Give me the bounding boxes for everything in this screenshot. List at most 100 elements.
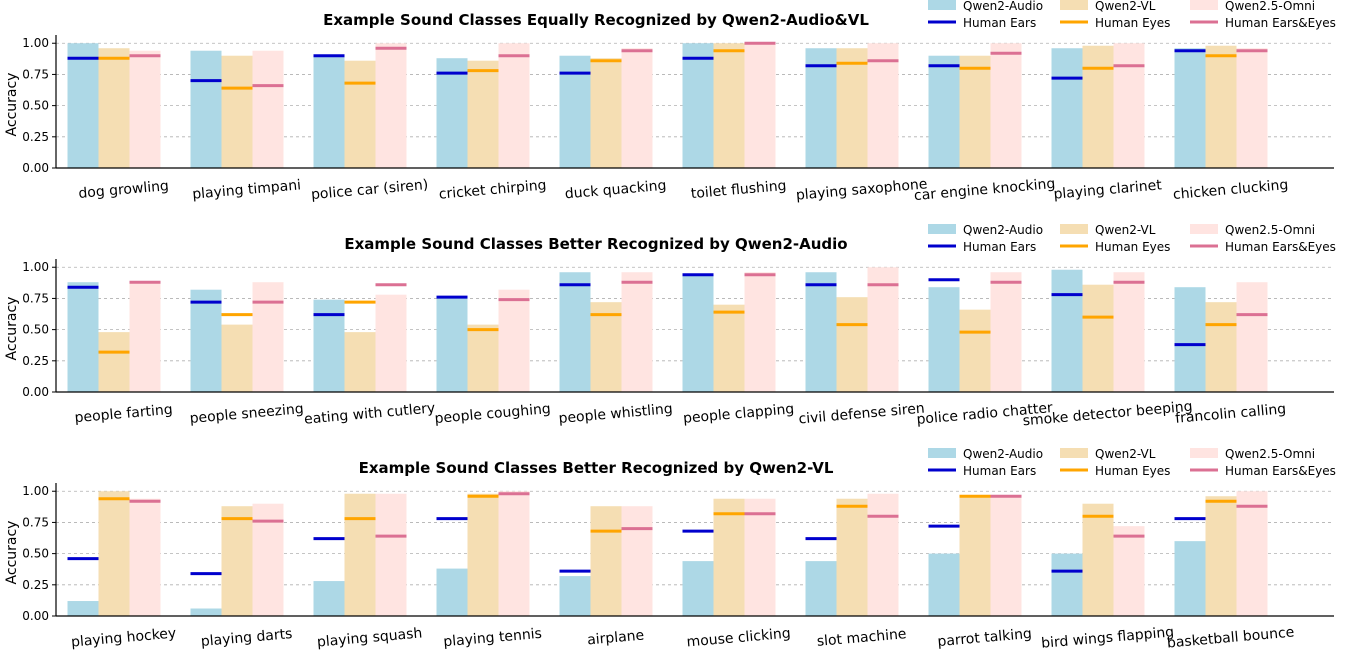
legend-swatch	[1060, 0, 1088, 10]
y-tick-label: 0.25	[22, 578, 49, 592]
y-tick-label: 1.00	[22, 260, 49, 274]
legend-swatch	[928, 224, 956, 234]
bar-qwen2-vl	[467, 60, 499, 169]
bar-qwen2-vl	[344, 332, 376, 392]
bar-qwen2-vl	[98, 48, 130, 168]
y-tick-label: 0.25	[22, 354, 49, 368]
legend-label: Qwen2-VL	[1095, 447, 1156, 461]
bar-qwen2-5-omni	[129, 282, 161, 392]
y-tick-label: 0.75	[22, 515, 49, 529]
legend-swatch	[1060, 448, 1088, 458]
bar-qwen2-audio	[313, 55, 345, 168]
y-tick-label: 1.00	[22, 36, 49, 50]
x-tick-label: cricket chirping	[438, 177, 547, 202]
legend-swatch	[1190, 0, 1218, 10]
x-tick-label: bird wings flapping	[1041, 624, 1175, 652]
bar-qwen2-audio	[682, 561, 714, 616]
y-tick-label: 0.50	[22, 547, 49, 561]
y-axis-label: Accuracy	[4, 521, 20, 585]
bar-qwen2-audio	[559, 576, 591, 616]
x-tick-label: eating with cutlery	[303, 400, 435, 427]
bar-qwen2-5-omni	[744, 498, 776, 616]
bar-qwen2-audio	[190, 289, 222, 392]
legend-label: Human Eyes	[1095, 16, 1170, 30]
bar-qwen2-vl	[221, 506, 253, 616]
legend-label: Human Ears	[963, 240, 1036, 254]
bar-qwen2-audio	[1051, 48, 1083, 168]
bar-qwen2-vl	[1082, 45, 1114, 168]
legend-swatch	[1060, 224, 1088, 234]
bar-qwen2-5-omni	[375, 493, 407, 616]
legend-label: Qwen2.5-Omni	[1225, 223, 1315, 237]
x-tick-label: playing squash	[316, 625, 423, 650]
bar-qwen2-5-omni	[498, 43, 530, 168]
y-tick-label: 0.00	[22, 161, 49, 175]
bar-qwen2-audio	[805, 48, 837, 168]
bar-qwen2-5-omni	[129, 498, 161, 616]
legend-label: Qwen2.5-Omni	[1225, 0, 1315, 13]
chart-title: Example Sound Classes Better Recognized …	[344, 235, 847, 253]
bar-qwen2-vl	[1082, 503, 1114, 616]
legend-swatch	[1190, 224, 1218, 234]
bar-qwen2-vl	[590, 302, 622, 392]
bar-qwen2-vl	[590, 58, 622, 169]
bar-qwen2-audio	[682, 274, 714, 392]
bar-qwen2-vl	[713, 43, 745, 168]
legend-label: Qwen2-Audio	[963, 223, 1043, 237]
bar-qwen2-audio	[67, 43, 99, 168]
y-tick-label: 0.00	[22, 385, 49, 399]
bar-qwen2-5-omni	[990, 496, 1022, 616]
bar-qwen2-audio	[1051, 269, 1083, 392]
bar-qwen2-audio	[1174, 287, 1206, 392]
bar-qwen2-audio	[1174, 48, 1206, 168]
legend-label: Qwen2-VL	[1095, 0, 1156, 13]
legend-label: Human Ears&Eyes	[1225, 464, 1336, 478]
bar-qwen2-vl	[1082, 284, 1114, 392]
bar-qwen2-5-omni	[252, 50, 284, 168]
legend-label: Human Eyes	[1095, 240, 1170, 254]
legend-label: Human Ears&Eyes	[1225, 240, 1336, 254]
y-tick-label: 0.25	[22, 130, 49, 144]
bar-qwen2-5-omni	[621, 506, 653, 616]
chart-title: Example Sound Classes Better Recognized …	[359, 459, 834, 477]
bar-qwen2-5-omni	[1113, 43, 1145, 168]
bar-qwen2-audio	[805, 561, 837, 616]
bar-qwen2-5-omni	[621, 272, 653, 392]
x-tick-label: people clapping	[682, 401, 794, 427]
legend-label: Human Ears	[963, 16, 1036, 30]
bar-qwen2-audio	[67, 282, 99, 392]
x-tick-label: playing saxophone	[795, 176, 928, 203]
x-tick-label: parrot talking	[937, 626, 1033, 650]
chart-title: Example Sound Classes Equally Recognized…	[323, 11, 869, 29]
y-tick-label: 0.00	[22, 609, 49, 623]
x-tick-label: duck quacking	[564, 178, 667, 203]
legend-label: Human Eyes	[1095, 464, 1170, 478]
y-tick-label: 1.00	[22, 484, 49, 498]
legend-label: Human Ears&Eyes	[1225, 16, 1336, 30]
bar-qwen2-5-omni	[1113, 272, 1145, 392]
x-tick-label: basketball bounce	[1166, 624, 1295, 651]
y-tick-label: 0.75	[22, 67, 49, 81]
legend-label: Qwen2.5-Omni	[1225, 447, 1315, 461]
bar-qwen2-vl	[590, 506, 622, 616]
bar-qwen2-5-omni	[1236, 282, 1268, 392]
x-tick-label: mouse clicking	[686, 625, 791, 650]
bar-qwen2-vl	[1205, 496, 1237, 616]
x-tick-label: people coughing	[434, 401, 551, 427]
bar-qwen2-audio	[682, 43, 714, 168]
x-tick-label: toilet flushing	[690, 178, 787, 202]
bar-qwen2-vl	[98, 491, 130, 616]
bar-qwen2-vl	[467, 324, 499, 392]
bar-qwen2-5-omni	[498, 289, 530, 392]
bar-qwen2-5-omni	[129, 50, 161, 168]
x-tick-label: playing timpani	[192, 177, 302, 202]
y-tick-label: 0.50	[22, 99, 49, 113]
x-tick-label: airplane	[587, 628, 645, 649]
legend-swatch	[928, 448, 956, 458]
bar-qwen2-audio	[1051, 553, 1083, 616]
legend-label: Qwen2-Audio	[963, 0, 1043, 13]
x-tick-label: playing tennis	[443, 626, 543, 651]
bar-qwen2-audio	[1174, 541, 1206, 616]
legend-label: Qwen2-VL	[1095, 223, 1156, 237]
